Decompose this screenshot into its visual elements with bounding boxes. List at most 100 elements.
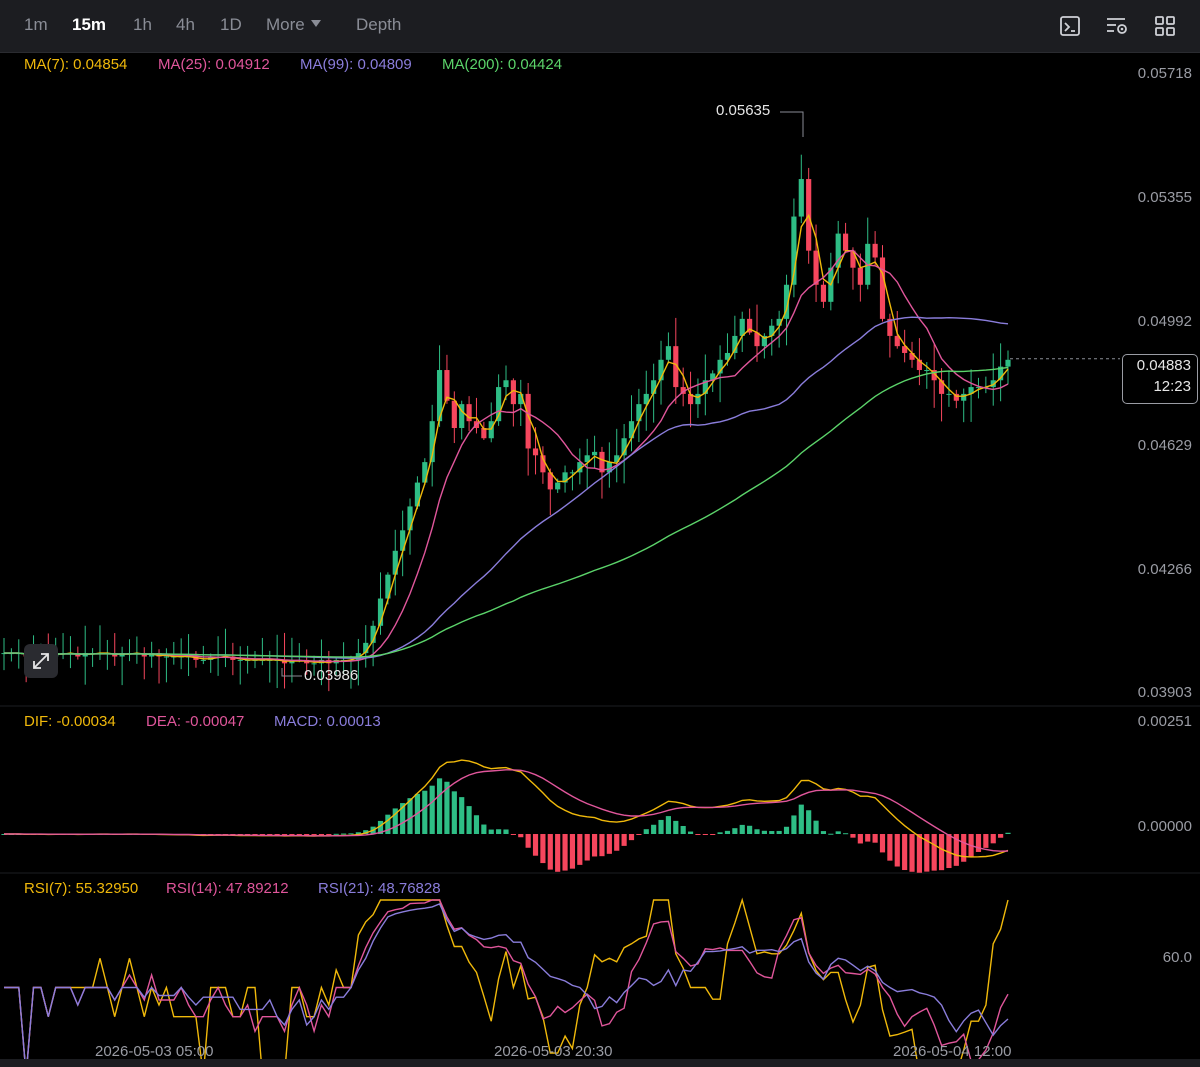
- candle-body: [377, 598, 384, 626]
- candle-body: [444, 370, 450, 401]
- macd-bar: [481, 824, 487, 834]
- dea-legend: DEA: -0.00047: [146, 713, 245, 730]
- macd-bar: [902, 834, 908, 871]
- candle-body: [761, 335, 767, 347]
- candle-body: [1005, 359, 1011, 367]
- macd-bar: [813, 820, 819, 834]
- chart-type-icon[interactable]: [1058, 14, 1082, 38]
- macd-bar: [636, 834, 642, 835]
- price-tick: 0.05718: [1137, 65, 1192, 82]
- macd-bar: [281, 834, 288, 835]
- layout-grid-icon[interactable]: [1153, 14, 1177, 38]
- candle-body: [496, 387, 502, 422]
- candle-body: [998, 366, 1004, 381]
- macd-tick: 0.00000: [1137, 818, 1192, 835]
- macd-bar: [348, 833, 354, 835]
- tab-15m[interactable]: 15m: [72, 15, 107, 34]
- candle-body: [857, 267, 863, 285]
- indicator-settings-icon[interactable]: [1105, 14, 1129, 38]
- macd-bar: [259, 834, 265, 835]
- expand-chart-button[interactable]: [24, 644, 58, 678]
- candle-body: [931, 370, 937, 381]
- macd-bar: [680, 825, 686, 834]
- candle-body: [665, 346, 671, 360]
- candle-body: [525, 393, 531, 449]
- candle-body: [710, 373, 716, 381]
- candle-body: [599, 451, 605, 473]
- macd-bar: [547, 834, 553, 870]
- ma200-legend: MA(200): 0.04424: [442, 56, 563, 73]
- rsi7-legend: RSI(7): 55.32950: [24, 880, 139, 897]
- candle-body: [451, 400, 457, 429]
- macd-bar: [318, 834, 325, 835]
- macd-bar: [532, 834, 539, 856]
- macd-bar: [806, 810, 812, 834]
- candle-body: [813, 250, 819, 285]
- candle-body: [400, 530, 406, 551]
- candle-body: [163, 656, 169, 658]
- macd-bar: [510, 834, 516, 835]
- macd-bar: [385, 814, 391, 834]
- chart-canvas[interactable]: [0, 52, 1200, 1059]
- candle-body: [872, 243, 878, 258]
- macd-bar: [835, 831, 841, 834]
- macd-bar: [525, 834, 531, 848]
- candle-body: [990, 380, 996, 388]
- macd-bar: [422, 790, 428, 834]
- macd-bar: [732, 828, 738, 834]
- candle-body: [606, 462, 612, 473]
- candle-body: [909, 352, 915, 360]
- macd-bar: [724, 830, 731, 834]
- macd-bar: [695, 834, 701, 835]
- candle-body: [503, 380, 509, 388]
- macd-bar: [879, 834, 886, 853]
- macd-bar: [628, 834, 635, 841]
- macd-bar: [909, 834, 915, 872]
- macd-bar: [592, 834, 598, 857]
- macd-bar: [953, 834, 959, 866]
- tab-1h[interactable]: 1h: [133, 15, 152, 34]
- tab-1m[interactable]: 1m: [24, 15, 48, 34]
- macd-bar: [687, 831, 694, 834]
- dea-line: [4, 769, 1009, 852]
- macd-bar: [865, 834, 871, 842]
- rsi7-line: [4, 897, 1009, 1059]
- candle-body: [791, 216, 797, 285]
- candle-body: [747, 318, 753, 333]
- macd-bar: [429, 785, 435, 834]
- ma200-line: [4, 366, 1009, 658]
- macd-bar: [444, 781, 450, 834]
- current-price: 0.04883: [1136, 357, 1191, 374]
- candle-body: [938, 380, 945, 394]
- macd-bar: [459, 797, 465, 834]
- macd-bar: [791, 815, 797, 834]
- tab-1d[interactable]: 1D: [220, 15, 242, 34]
- macd-bar: [798, 804, 804, 834]
- rsi21-legend: RSI(21): 48.76828: [318, 880, 441, 897]
- candle-body: [628, 421, 635, 439]
- more-dropdown[interactable]: More: [266, 15, 321, 35]
- macd-bar: [473, 815, 480, 834]
- candle-body: [651, 380, 657, 394]
- tab-depth[interactable]: Depth: [356, 15, 402, 34]
- price-tick: 0.05355: [1137, 189, 1192, 206]
- candle-body: [658, 359, 664, 381]
- candle-body: [820, 284, 827, 302]
- tab-4h[interactable]: 4h: [176, 15, 195, 34]
- macd-bar: [577, 834, 583, 865]
- candle-body: [968, 387, 974, 394]
- macd-bar: [245, 834, 251, 835]
- high-marker: [780, 111, 804, 137]
- macd-bar: [392, 808, 398, 834]
- timeframe-toolbar: 1m 15m 1h 4h 1D More Depth: [0, 0, 1200, 53]
- price-tick: 0.04992: [1137, 313, 1192, 330]
- candle-body: [436, 370, 443, 422]
- macd-bar: [363, 830, 369, 834]
- candle-body: [643, 393, 649, 405]
- date-tick: 2026-05-04 12:00: [893, 1043, 1012, 1060]
- macd-legend: MACD: 0.00013: [274, 713, 381, 730]
- macd-bar: [990, 834, 996, 844]
- candle-body: [459, 404, 465, 429]
- bottom-scrollbar[interactable]: [0, 1059, 1200, 1067]
- candle-body: [562, 472, 568, 483]
